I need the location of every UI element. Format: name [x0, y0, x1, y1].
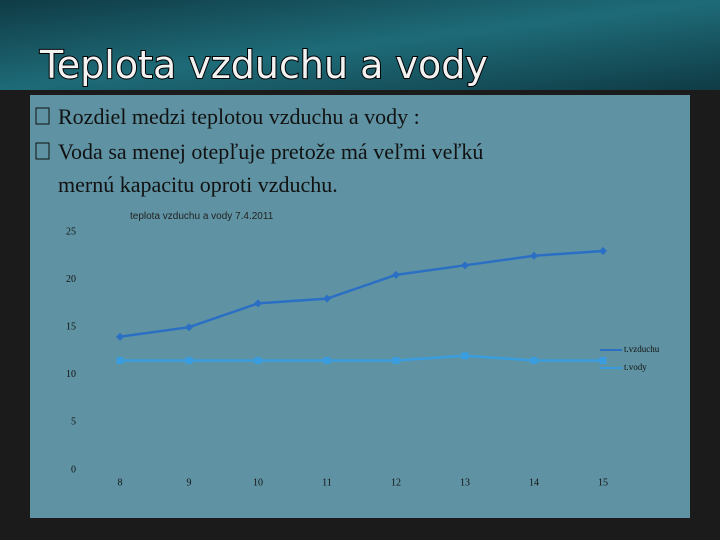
series-line	[119, 249, 604, 338]
marker	[599, 357, 607, 365]
x-tick-label: 11	[322, 477, 332, 488]
marker	[254, 357, 262, 365]
x-tick-label: 8	[118, 477, 123, 488]
marker	[530, 357, 538, 365]
marker	[254, 299, 262, 308]
y-tick-label: 10	[66, 369, 76, 380]
chart-title: teplota vzduchu a vody 7.4.2011	[130, 211, 274, 222]
y-tick-label: 5	[71, 417, 76, 428]
marker	[392, 357, 400, 365]
marker	[116, 332, 124, 341]
y-tick-label: 20	[66, 274, 76, 285]
marker	[185, 323, 193, 332]
x-tick-label: 12	[391, 477, 401, 488]
bullet-icon	[35, 142, 50, 160]
y-tick-label: 15	[66, 321, 76, 332]
marker	[461, 352, 469, 360]
bullet-text: Voda sa menej otepľuje pretože má veľmi …	[58, 139, 483, 164]
legend-label: t.vody	[624, 362, 647, 372]
header-band	[0, 0, 720, 90]
marker	[185, 357, 193, 365]
marker	[323, 357, 331, 365]
marker	[599, 247, 607, 256]
x-tick-label: 13	[460, 477, 470, 488]
marker	[392, 270, 400, 279]
bullet-text: mernú kapacitu oproti vzduchu.	[58, 172, 338, 197]
legend-label: t.vzduchu	[624, 344, 660, 354]
x-tick-label: 9	[187, 477, 192, 488]
marker	[530, 251, 538, 260]
series-line	[120, 354, 603, 362]
bullet-icon	[35, 107, 50, 125]
y-tick-label: 25	[66, 226, 76, 237]
marker	[116, 357, 124, 365]
content-panel	[30, 95, 690, 518]
slide-title: Teplota vzduchu a vody	[39, 43, 488, 87]
marker	[461, 261, 469, 270]
bullet-text: Rozdiel medzi teplotou vzduchu a vody :	[58, 104, 420, 129]
x-tick-label: 10	[253, 477, 263, 488]
marker	[323, 294, 331, 303]
x-tick-label: 14	[529, 477, 539, 488]
x-tick-label: 15	[598, 477, 608, 488]
y-tick-label: 0	[71, 464, 76, 475]
